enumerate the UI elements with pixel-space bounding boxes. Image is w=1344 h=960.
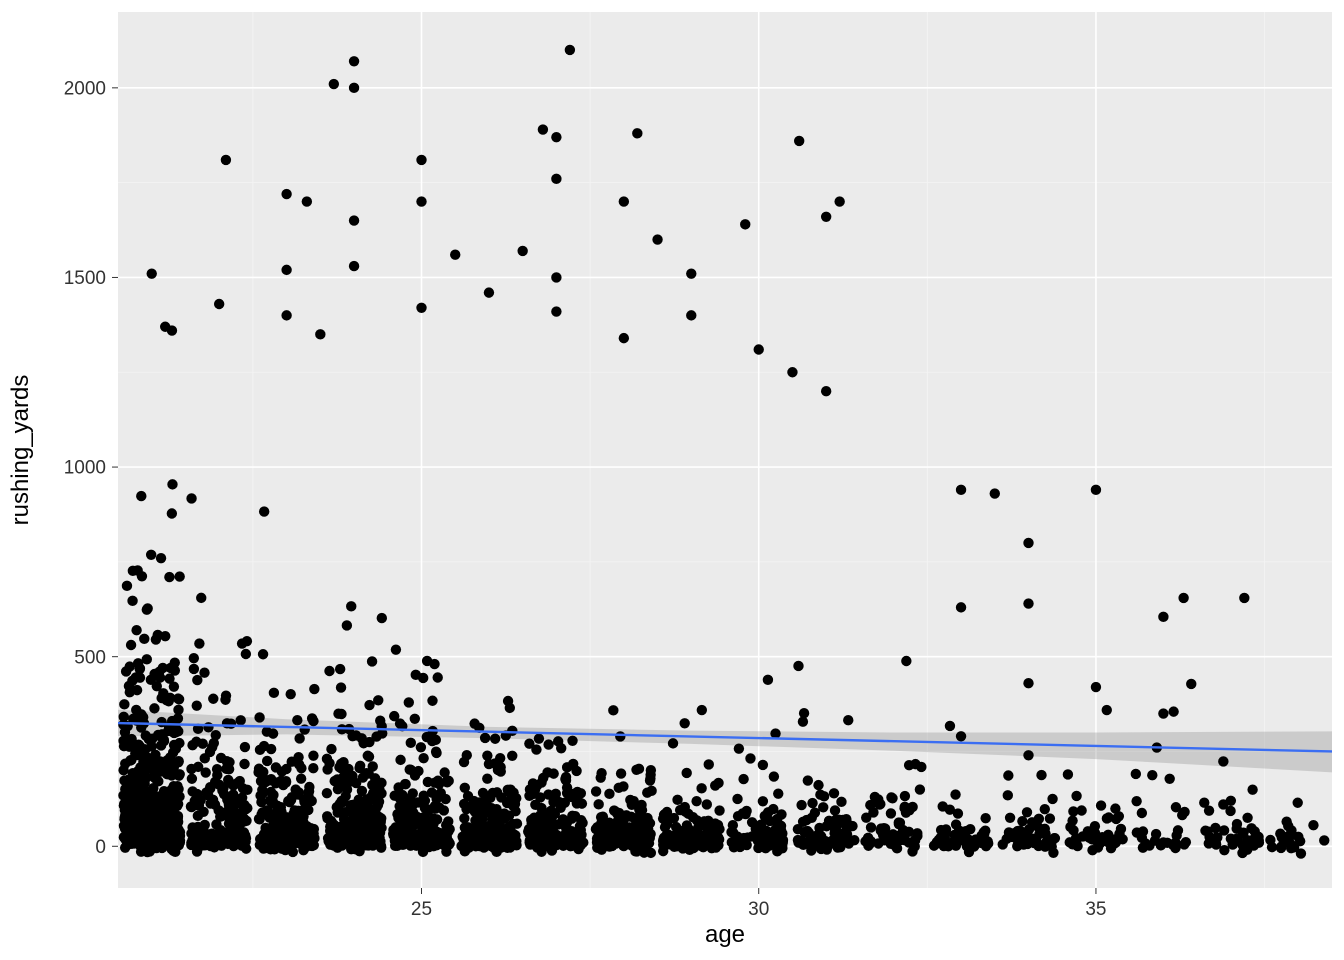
x-tick-label: 35 [1085,899,1106,920]
scatter-chart: 25 30 35 0 500 1000 1500 2000 age rushing_yards [0,0,1344,960]
y-tick-label: 2000 [64,78,106,99]
chart-svg: 25 30 35 0 500 1000 1500 2000 age rushing_yards [0,0,1344,960]
y-tick-label: 500 [74,647,106,668]
y-tick-label: 1000 [64,458,106,479]
x-tick-label: 25 [411,899,432,920]
x-axis-label: age [705,921,745,948]
x-tick-label: 30 [748,899,769,920]
y-axis-label: rushing_yards [7,375,34,526]
y-tick-label: 1500 [64,268,106,289]
y-tick-label: 0 [95,837,106,858]
